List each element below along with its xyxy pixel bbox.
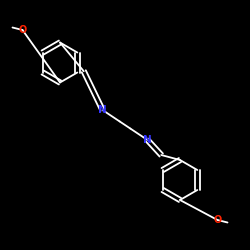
Text: N: N [98,105,107,115]
Text: O: O [214,215,222,225]
Text: N: N [143,135,152,145]
Text: O: O [18,25,26,35]
